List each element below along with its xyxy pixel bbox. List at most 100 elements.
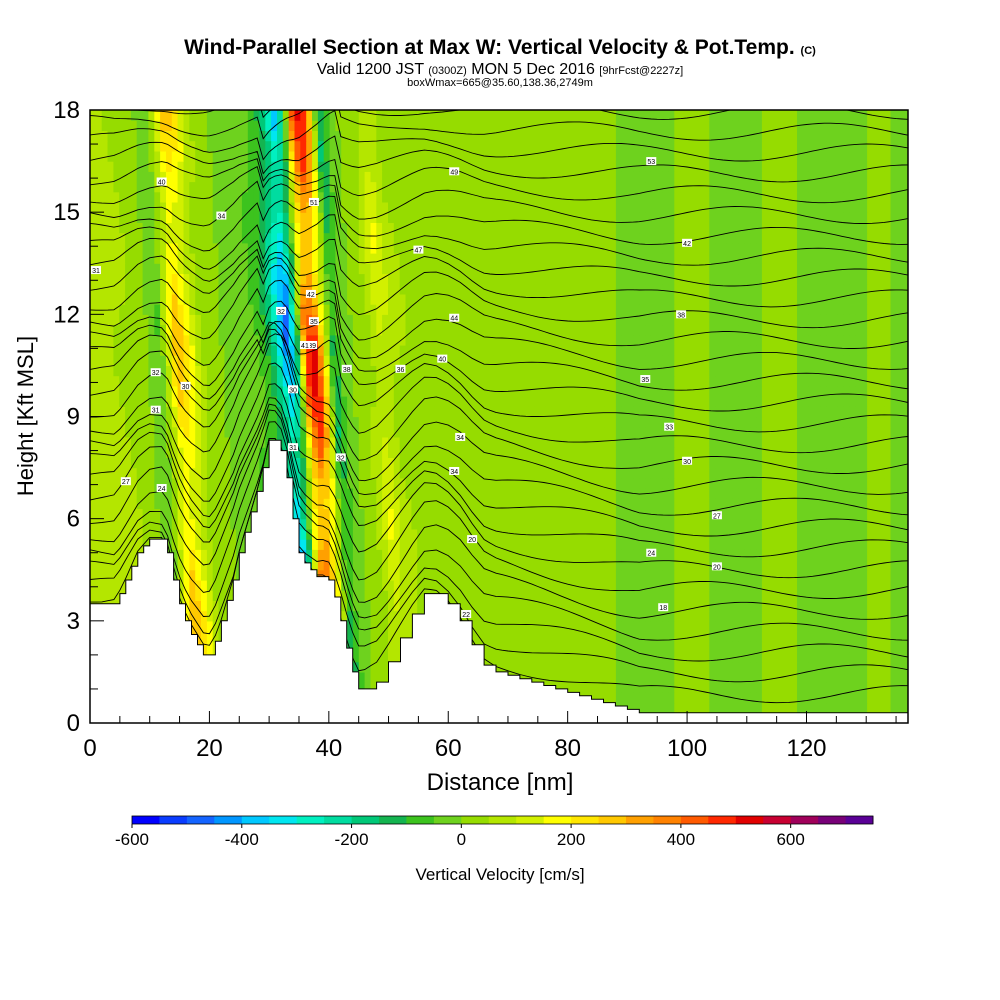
velocity-cell	[393, 539, 401, 550]
velocity-cell	[797, 436, 804, 448]
velocity-cell	[277, 396, 284, 407]
velocity-cell	[621, 631, 629, 642]
velocity-cell	[522, 457, 529, 469]
velocity-cell	[528, 447, 535, 458]
velocity-cell	[499, 518, 506, 530]
velocity-cell	[522, 620, 529, 632]
velocity-cell	[645, 569, 652, 581]
velocity-cell	[761, 498, 769, 509]
velocity-cell	[785, 580, 792, 591]
velocity-cell	[668, 580, 675, 591]
velocity-cell	[896, 528, 903, 540]
velocity-cell	[376, 416, 383, 428]
velocity-cell	[721, 610, 728, 622]
velocity-cell	[604, 661, 611, 673]
velocity-cell	[668, 396, 675, 407]
velocity-cell	[201, 426, 208, 438]
velocity-cell	[399, 518, 407, 530]
velocity-cell	[469, 355, 477, 366]
velocity-cell	[253, 385, 260, 397]
velocity-cell	[761, 406, 769, 418]
velocity-cell	[393, 488, 401, 499]
velocity-cell	[668, 436, 675, 448]
velocity-cell	[423, 498, 430, 509]
velocity-cell	[756, 692, 763, 704]
velocity-cell	[615, 488, 623, 499]
velocity-cell	[428, 416, 436, 428]
velocity-cell	[475, 467, 482, 479]
velocity-cell	[428, 447, 436, 458]
velocity-cell	[861, 682, 868, 693]
velocity-cell	[563, 488, 570, 499]
velocity-cell	[802, 682, 810, 693]
velocity-cell	[201, 385, 208, 397]
velocity-cell	[604, 447, 611, 458]
velocity-cell	[686, 539, 693, 550]
velocity-cell	[633, 539, 640, 550]
velocity-cell	[136, 426, 144, 438]
velocity-cell	[160, 447, 167, 458]
velocity-cell	[417, 406, 424, 418]
velocity-cell	[522, 375, 529, 387]
velocity-cell	[721, 631, 728, 642]
velocity-cell	[463, 518, 471, 530]
velocity-cell	[750, 406, 757, 418]
velocity-cell	[166, 365, 173, 377]
velocity-cell	[95, 365, 103, 377]
velocity-cell	[95, 580, 103, 591]
velocity-cell	[761, 682, 769, 693]
velocity-cell	[726, 426, 734, 438]
velocity-cell	[744, 508, 751, 520]
velocity-cell	[785, 488, 792, 499]
velocity-cell	[773, 508, 780, 520]
velocity-cell	[645, 385, 652, 397]
velocity-cell	[358, 631, 366, 642]
velocity-cell	[499, 528, 506, 540]
velocity-cell	[382, 498, 389, 509]
velocity-cell	[522, 600, 529, 612]
velocity-cell	[756, 518, 763, 530]
velocity-cell	[802, 692, 810, 704]
velocity-cell	[902, 528, 908, 540]
velocity-cell	[206, 610, 214, 622]
velocity-cell	[358, 569, 366, 581]
velocity-cell	[90, 590, 97, 601]
velocity-cell	[504, 528, 512, 540]
velocity-cell	[323, 355, 331, 366]
velocity-cell	[791, 651, 798, 663]
velocity-cell	[522, 508, 529, 520]
velocity-cell	[843, 539, 851, 550]
velocity-cell	[761, 436, 769, 448]
velocity-cell	[411, 549, 418, 561]
velocity-cell	[201, 600, 208, 612]
velocity-cell	[352, 528, 360, 540]
velocity-cell	[539, 508, 547, 520]
velocity-cell	[633, 467, 640, 479]
velocity-cell	[177, 508, 184, 520]
velocity-cell	[627, 416, 634, 428]
velocity-cell	[779, 457, 786, 469]
velocity-cell	[767, 385, 775, 397]
velocity-cell	[522, 385, 529, 397]
velocity-cell	[761, 702, 769, 714]
velocity-cell	[382, 569, 389, 581]
velocity-cell	[674, 661, 681, 673]
velocity-cell	[493, 631, 500, 642]
velocity-cell	[101, 559, 109, 571]
velocity-cell	[709, 569, 716, 581]
velocity-cell	[604, 549, 611, 561]
velocity-cell	[545, 426, 553, 438]
velocity-cell	[136, 385, 144, 397]
velocity-cell	[236, 467, 243, 479]
velocity-cell	[732, 508, 740, 520]
velocity-cell	[539, 600, 547, 612]
velocity-cell	[750, 641, 757, 653]
velocity-cell	[411, 580, 418, 591]
velocity-cell	[797, 508, 804, 520]
velocity-cell	[656, 620, 664, 632]
velocity-cell	[352, 396, 360, 407]
velocity-cell	[463, 436, 471, 448]
velocity-cell	[785, 385, 792, 397]
velocity-cell	[902, 661, 908, 673]
velocity-cell	[551, 477, 558, 489]
